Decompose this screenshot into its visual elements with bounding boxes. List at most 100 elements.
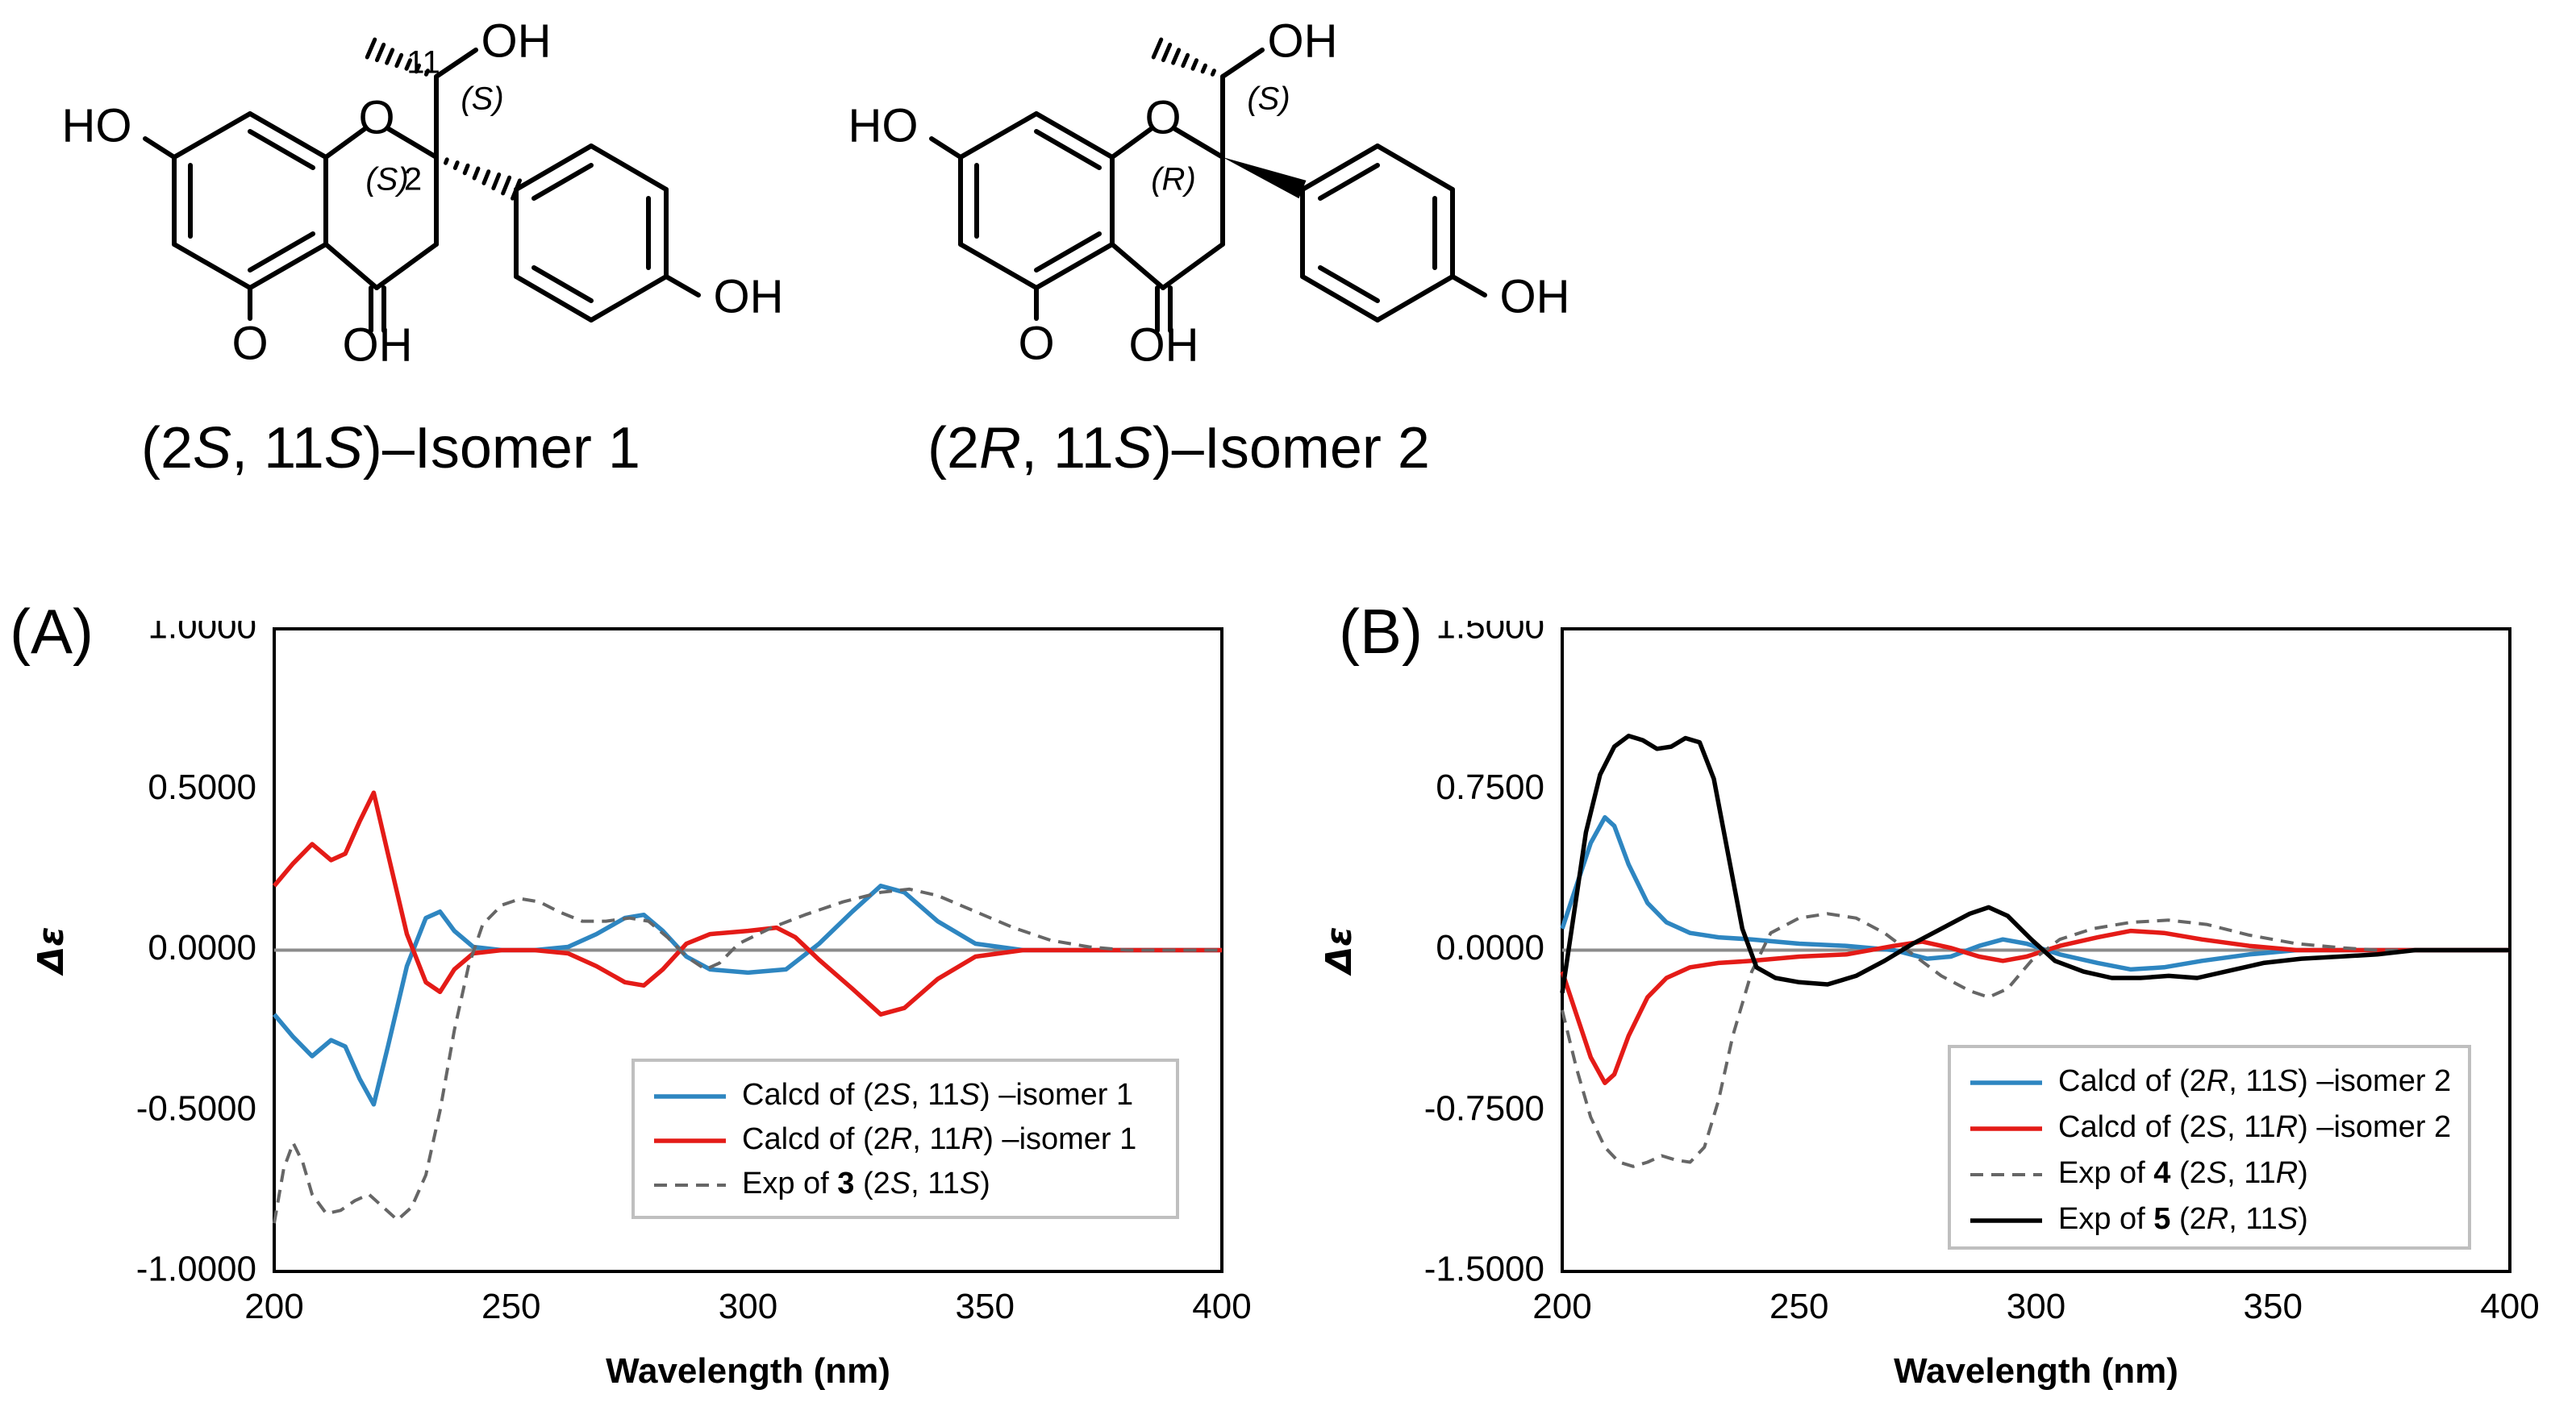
x-axis-title: Wavelength (nm) [606,1351,890,1391]
bond [1318,265,1380,303]
text-part: S [2278,1064,2298,1098]
legend-entry: Exp of 5 (2R, 11S) [2058,1202,2308,1236]
legend-entry: Calcd of (2R, 11R) –isomer 1 [742,1122,1136,1156]
bond [514,274,594,322]
atom-label: OH [1500,270,1570,322]
text-part: , 11 [2227,1110,2276,1144]
atom-label: HO [62,99,132,152]
chart-panel-a: -1.0000 -0.5000 0.0000 0.5000 1.0000 200 250 30… [31,621,1252,1391]
bond [323,242,379,290]
bond [248,231,315,273]
bond [423,69,430,77]
bond [1161,42,1173,63]
legend-box [1948,1045,2471,1250]
x-tick-label: 350 [2244,1287,2303,1326]
y-tick-label: -0.5000 [136,1088,256,1128]
text-part: S [2278,1202,2298,1236]
bond [365,37,377,60]
bond [1034,129,1102,170]
bond [1450,274,1487,297]
x-axis-title: Wavelength (nm) [1894,1351,2178,1391]
y-tick-label: 0.5000 [148,768,256,807]
series-line-1 [1560,815,2510,972]
bond [172,242,252,290]
bond [1318,163,1380,201]
bond [1171,48,1182,65]
legend-entry: Exp of 3 (2S, 11S) [742,1167,990,1200]
bond [1200,63,1208,74]
series-line-3 [273,887,1222,1224]
text-part: , 11 [2228,1202,2278,1236]
text-part: S [2207,1156,2227,1190]
x-tick-label: 350 [956,1287,1015,1326]
text-part: ) [2298,1202,2308,1236]
bond [443,157,449,165]
text-part: S [890,1078,911,1112]
bond [501,175,512,196]
stereo-label-c2: (S) [365,162,408,198]
y-tick-label: 0.7500 [1436,768,1544,807]
atom-number-11: 11 [406,45,440,81]
bond [385,48,395,65]
y-tick-label: -1.0000 [136,1250,256,1289]
text-part: ) –isomer 1 [980,1078,1133,1112]
y-tick-label: 1.0000 [148,621,256,647]
text-part: Calcd of (2 [2058,1110,2207,1144]
text-part: Calcd of (2 [742,1122,890,1156]
x-tick-label: 250 [481,1287,540,1326]
bond [958,111,1039,160]
bond [248,242,328,290]
atom-label: OH [481,15,552,67]
panel-tag-a: (A) [10,596,94,667]
text-part: , 11 [911,1167,960,1200]
text-part: , 11 [912,1122,961,1156]
bond [929,136,963,160]
bond [1110,127,1153,160]
bond [1034,242,1115,290]
stereo-label-c2: (R) [1151,162,1196,198]
atom-label: O [358,91,394,144]
y-axis-title: Δε [31,926,72,976]
text-part: (2 [2170,1202,2206,1236]
series-line-2 [272,790,1222,1017]
text-part: 4 [2153,1156,2170,1190]
text-part: 5 [2153,1202,2170,1236]
panel-tag-b: (B) [1339,596,1423,667]
series-line-2 [1560,928,2510,1085]
bond [1181,52,1190,69]
bond [452,160,460,170]
bond [404,58,413,71]
text-part: R [2207,1064,2228,1098]
atom-label: OH [1129,318,1199,371]
text-part: ) –isomer 1 [983,1122,1136,1156]
y-tick-label: 0.0000 [148,928,256,967]
text-part: S [960,1078,980,1112]
x-tick-label: 200 [244,1287,303,1326]
atom-label: O [1018,317,1054,369]
bond [172,111,252,160]
x-tick-label: 250 [1769,1287,1828,1326]
text-part: S [2207,1110,2227,1144]
bond [434,48,478,79]
atom-label: OH [343,318,413,371]
bond [514,144,594,192]
text-part: , 11 [2228,1064,2278,1098]
bond [374,242,439,290]
text-part: ) [2298,1156,2308,1190]
bond [462,163,470,176]
bond [394,52,404,69]
text-part: Calcd of (2 [742,1078,890,1112]
bond [481,169,491,185]
atom-label: HO [848,99,919,152]
bond [531,265,594,303]
text-part: R [890,1122,912,1156]
bond [1375,274,1455,322]
stereo-label-c11: (S) [461,81,503,117]
legend-entry: Calcd of (2S, 11S) –isomer 1 [742,1078,1133,1112]
y-axis-title: Δε [1319,926,1360,976]
series-line-4 [1560,734,2510,994]
legend-entry: Calcd of (2R, 11S) –isomer 2 [2058,1064,2451,1098]
text-part: Exp of [742,1167,837,1200]
